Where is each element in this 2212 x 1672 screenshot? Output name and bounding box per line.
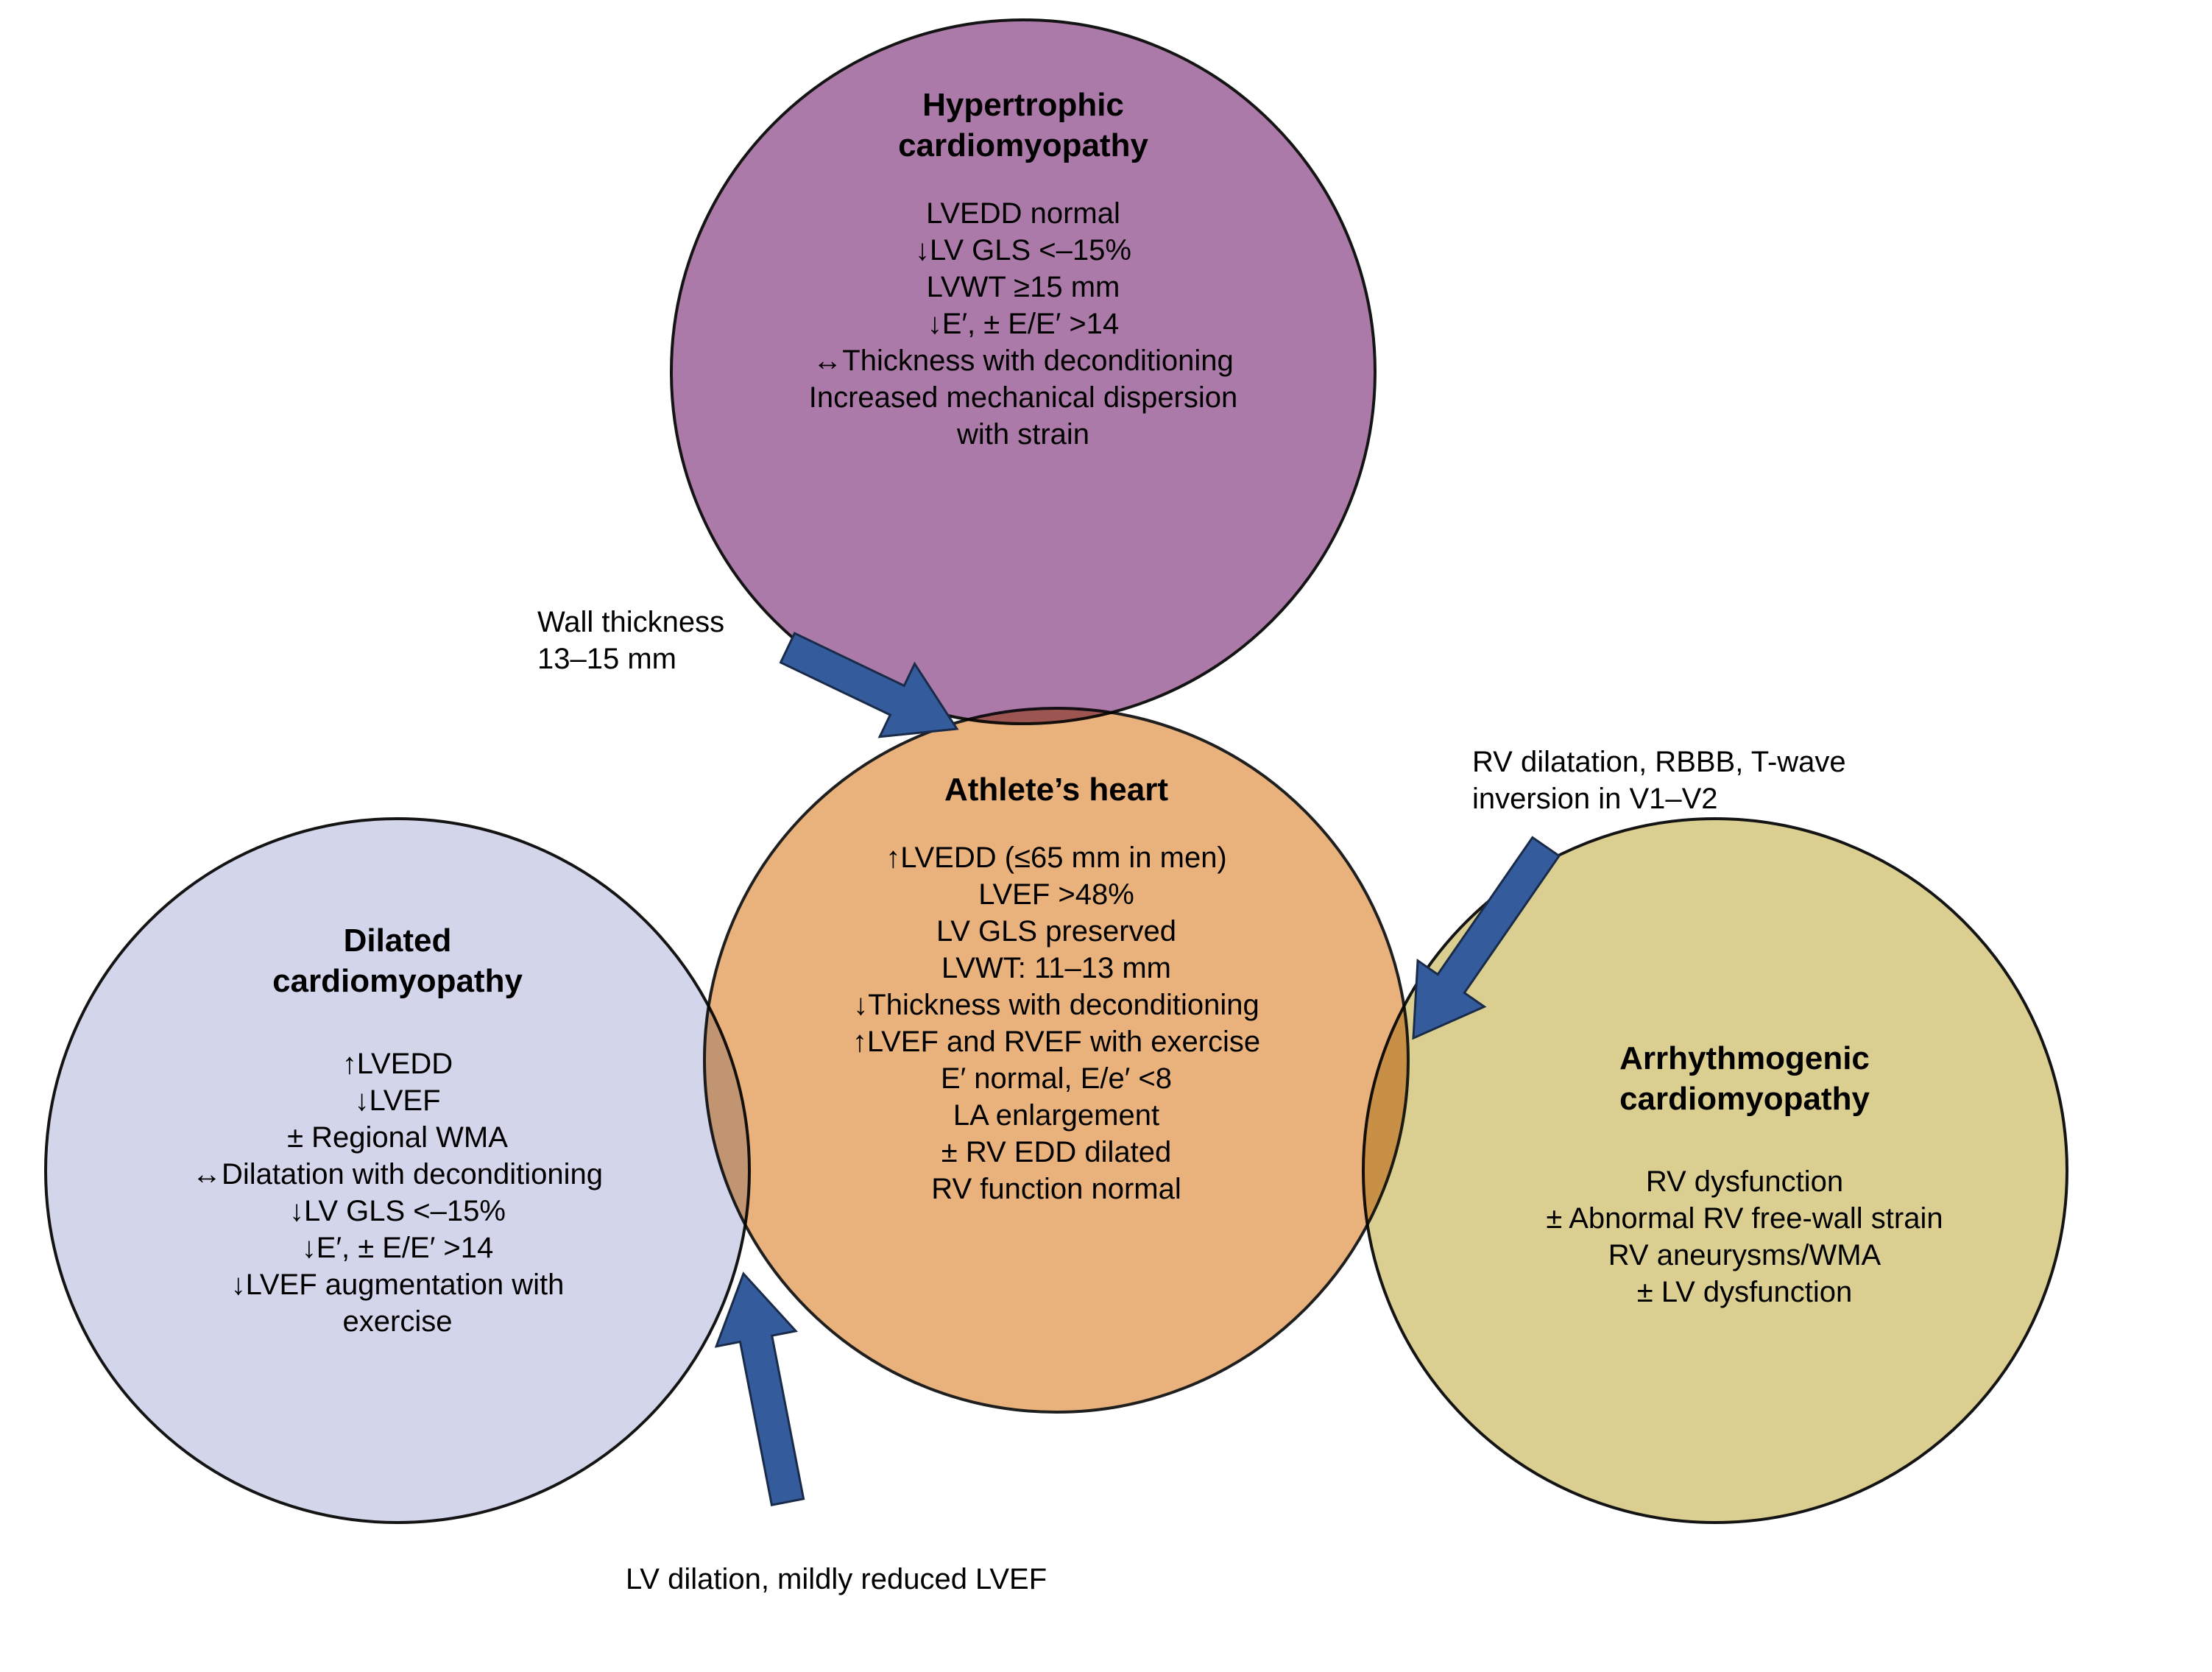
arrow-acm-athlete <box>1380 824 1579 1062</box>
arrows-overlay <box>0 0 2212 1672</box>
arrow-dcm-athlete <box>704 1266 827 1510</box>
venn-stage: Hypertrophiccardiomyopathy LVEDD normal↓… <box>0 0 2212 1672</box>
arrow-hcm-athlete <box>770 611 974 765</box>
